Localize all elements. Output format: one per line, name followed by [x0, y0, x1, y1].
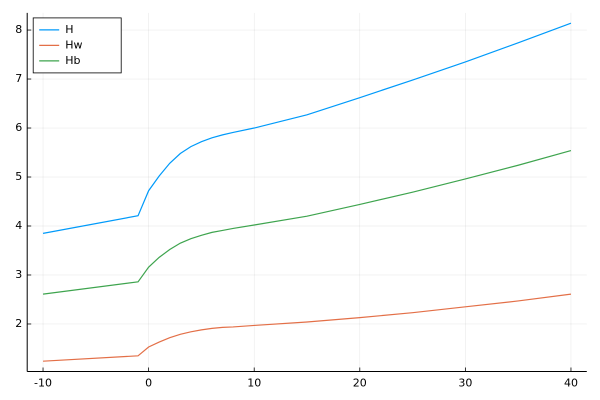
x-tick-label: -10: [34, 377, 52, 390]
series-line: [43, 293, 572, 362]
y-tick-label: 5: [15, 170, 22, 183]
x-tick-label: 20: [353, 377, 367, 390]
y-tick-label: 6: [15, 121, 22, 134]
x-tick-label: 30: [458, 377, 472, 390]
series-line: [42, 22, 572, 234]
y-tick-label: 2: [15, 317, 22, 330]
y-tick-label: 7: [15, 72, 22, 85]
legend-label: Hb: [65, 54, 80, 67]
x-tick-label: 40: [564, 377, 578, 390]
y-tick-label: 4: [15, 219, 22, 232]
series-line: [42, 149, 572, 295]
y-tick-label: 3: [15, 268, 22, 281]
y-tick-label: 8: [15, 23, 22, 36]
legend-label: H: [65, 23, 73, 36]
legend-label: Hw: [65, 38, 82, 51]
x-tick-label: 0: [145, 377, 152, 390]
x-tick-label: 10: [247, 377, 261, 390]
